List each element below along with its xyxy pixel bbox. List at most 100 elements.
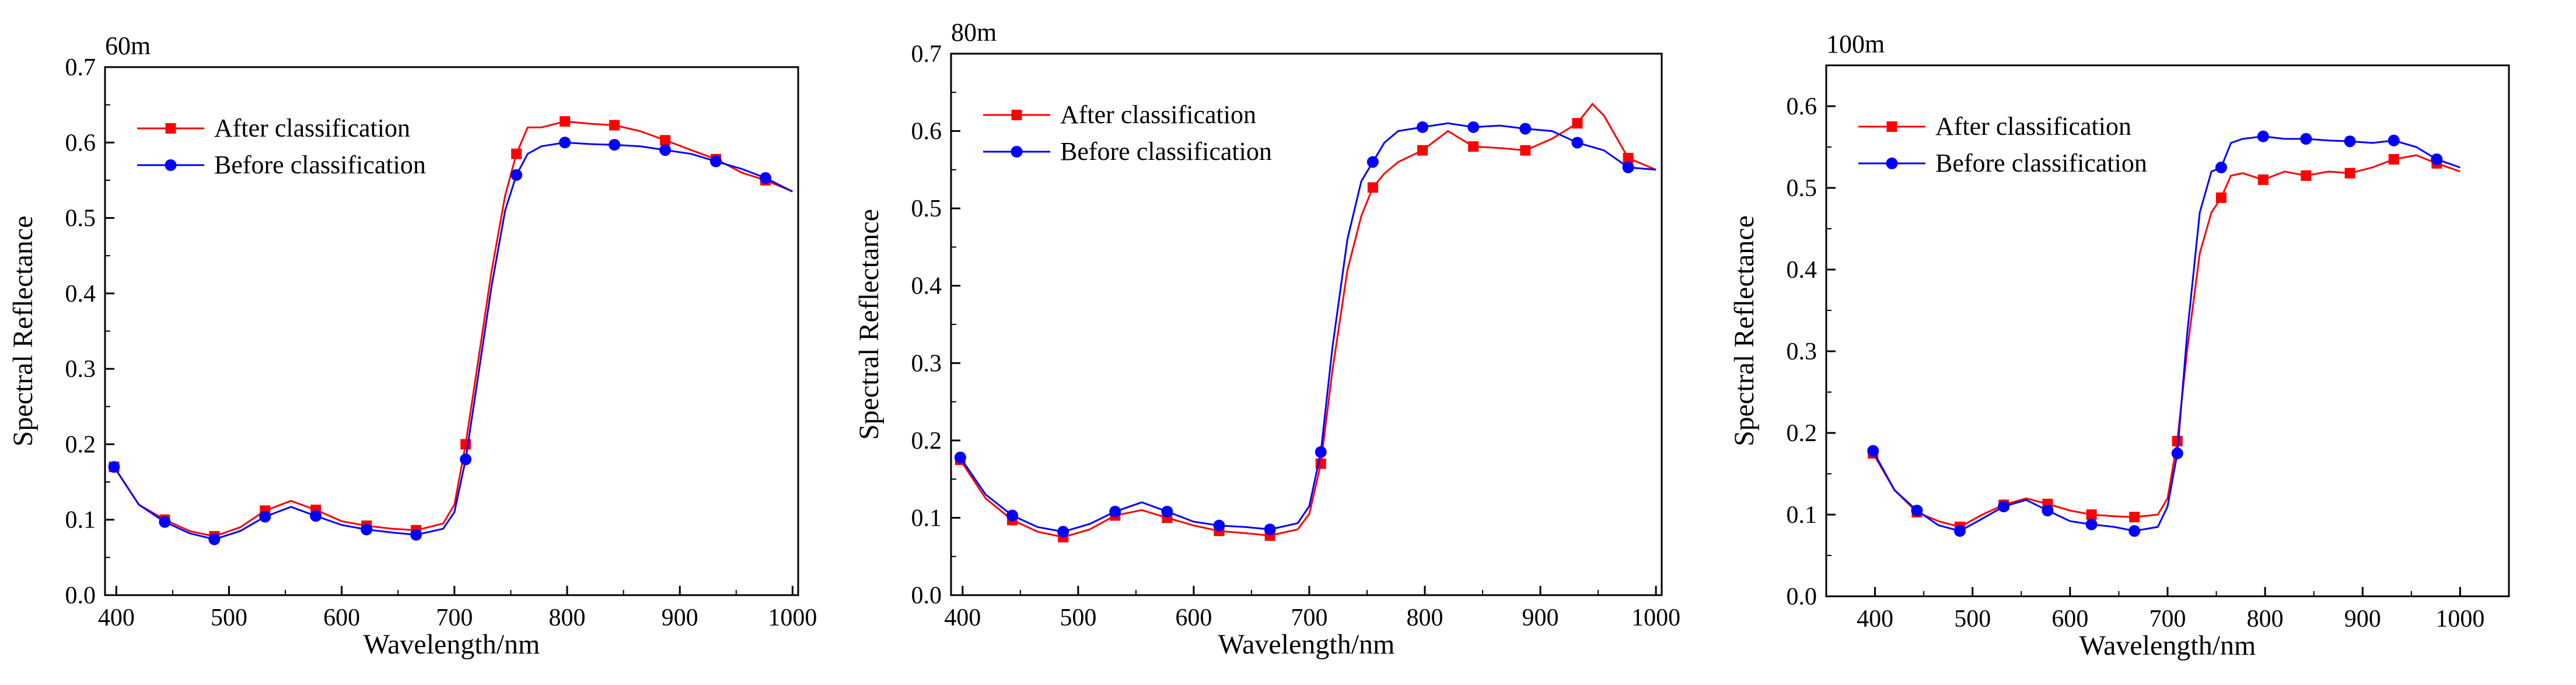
y-tick-label: 0.3 [911,350,942,377]
data-point-before [1006,509,1018,522]
data-point-after [1623,152,1634,163]
x-tick-label: 900 [2344,606,2381,632]
data-point-before [1571,137,1584,149]
data-point-before [709,155,722,167]
x-tick-label: 800 [549,604,586,631]
data-point-after [1367,182,1378,193]
data-point-before [1264,523,1276,536]
data-point-before [2085,518,2098,530]
y-axis-title: Spectral Reflectance [8,216,39,447]
x-tick-label: 1000 [1631,604,1680,631]
y-tick-label: 0.2 [911,428,942,455]
data-point-after [560,116,571,127]
x-tick-label: 800 [1407,604,1443,631]
x-axis-title: Wavelength/nm [1218,629,1395,660]
x-tick-label: 700 [2149,606,2186,632]
y-tick-label: 0.1 [1787,502,1817,529]
y-tick-label: 0.4 [911,273,942,300]
data-point-before [954,452,966,464]
legend-label: Before classification [214,151,426,179]
data-point-before [310,510,322,522]
data-point-after [2129,512,2140,523]
x-tick-label: 600 [323,604,360,631]
data-point-before [460,453,472,466]
y-tick-label: 0.4 [1787,257,1817,284]
data-point-after [609,120,620,131]
data-point-before [1953,525,1966,537]
x-tick-label: 400 [944,604,981,631]
x-tick-label: 600 [1175,604,1212,631]
data-point-before [2300,133,2312,145]
data-point-before [1161,505,1173,518]
x-tick-label: 400 [1857,606,1893,632]
data-point-before [1519,123,1532,135]
x-tick-label: 500 [211,604,247,631]
y-tick-label: 0.2 [1787,420,1817,447]
y-tick-label: 0.7 [65,54,96,81]
data-point-before [1213,519,1225,532]
data-point-before [2042,505,2054,516]
data-point-before [2344,135,2356,148]
data-point-after [2388,154,2399,165]
data-point-after [1572,118,1583,129]
y-tick-label: 0.1 [65,507,96,534]
data-point-before [1622,161,1634,173]
legend-label: Before classification [1935,149,2147,177]
data-point-before [559,137,571,149]
data-point-after [1520,145,1531,156]
panel-title: 100m [1826,30,1885,58]
data-point-before [2215,162,2227,173]
data-point-before [1057,526,1069,538]
data-point-after [460,439,471,450]
y-tick-label: 0.2 [65,431,96,458]
legend-marker-before [1886,158,1898,169]
x-tick-label: 1000 [768,604,817,631]
y-tick-label: 0.4 [65,281,96,307]
chart-panel-100m: 100m 400 500 600 700 800 900 1000 0.0 0.1 0.2 0.3 0.… [1729,30,2510,661]
y-tick-label: 0.5 [911,195,942,222]
data-point-before [159,516,171,528]
data-point-before [511,169,523,181]
chart-panel-80m: 80m 400 500 600 700 800 900 1000 0.0 0.1 0.2 0.3 0.4… [854,18,1680,660]
y-tick-label: 0.5 [65,205,96,232]
data-point-before [659,144,672,156]
data-point-after [2301,170,2312,181]
plot-frame [950,53,1663,596]
data-point-before [208,533,221,546]
data-point-after [2086,509,2097,520]
panel-title: 60m [105,32,151,60]
x-axis-title: Wavelength/nm [363,629,540,660]
legend-marker-after [1011,110,1022,120]
y-tick-label: 0.6 [65,130,96,156]
data-point-before [361,523,373,536]
legend-label: After classification [214,114,410,142]
data-point-after [1417,145,1428,156]
x-tick-label: 700 [436,604,473,631]
data-point-before [2171,448,2183,459]
data-point-after [2172,436,2183,446]
data-point-before [1998,501,2010,512]
y-tick-label: 0.5 [1787,175,1817,202]
data-point-before [1315,446,1327,458]
series-line-before [113,141,793,540]
data-point-before [1417,121,1429,133]
data-point-before [1109,505,1121,518]
panel-title: 80m [951,18,997,47]
y-tick-label: 0.1 [911,505,942,532]
y-tick-label: 0.0 [911,582,942,609]
data-point-before [259,511,271,523]
legend-marker-after [1886,121,1897,132]
series-line-after [113,120,793,537]
data-point-before [2388,134,2400,146]
data-point-before [108,461,120,473]
legend-marker-after [165,123,176,134]
y-tick-label: 0.3 [65,356,96,383]
x-tick-label: 800 [2247,606,2284,632]
data-point-before [410,529,422,541]
legend-marker-before [1011,146,1023,158]
y-tick-label: 0.6 [911,118,942,145]
data-point-after [2344,167,2355,179]
y-tick-label: 0.0 [65,582,96,609]
legend-label: After classification [1935,112,2131,141]
